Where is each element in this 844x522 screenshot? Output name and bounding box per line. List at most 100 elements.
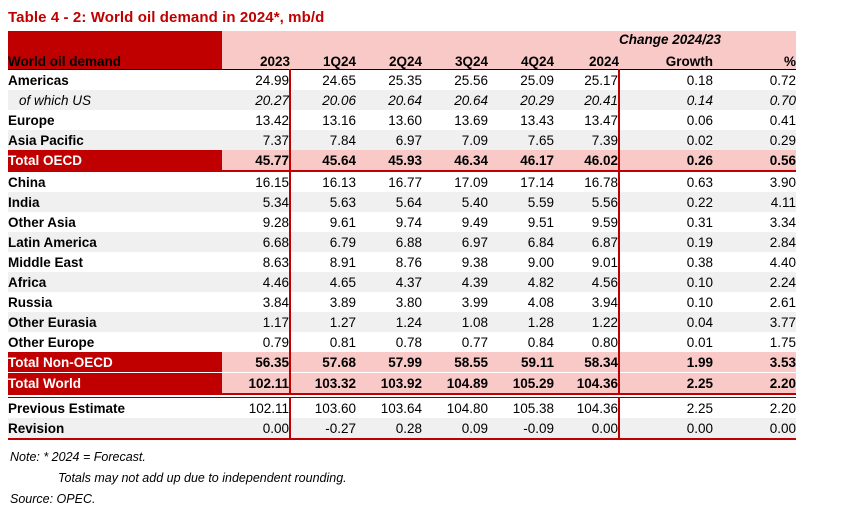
table-cell: 58.55 — [422, 352, 488, 373]
table-cell: 1.99 — [619, 352, 713, 373]
row-other-asia: Other Asia 9.28 9.61 9.74 9.49 9.51 9.59 0.31 3.… — [8, 212, 796, 232]
table-cell: 9.00 — [527, 254, 554, 270]
table-cell: 4.37 — [356, 272, 422, 292]
row-africa: Africa 4.46 4.65 4.37 4.39 4.82 4.56 0.10 2.24 — [8, 272, 796, 292]
table-cell: 5.59 — [488, 192, 554, 212]
row-label: Russia — [8, 294, 53, 310]
table-cell: 20.29 — [488, 90, 554, 110]
table-cell: 0.00 — [222, 418, 291, 440]
header-blank-area — [222, 31, 619, 47]
row-label: Latin America — [8, 232, 222, 252]
row-europe: Europe 13.42 13.16 13.60 13.69 13.43 13.47 0.06… — [8, 110, 796, 130]
table-cell: 5.56 — [554, 192, 620, 212]
table-cell: 9.38 — [461, 254, 488, 270]
table-cell: 1.22 — [554, 312, 620, 332]
table-cell: 102.11 — [222, 372, 291, 395]
row-label: India — [8, 192, 222, 212]
table-cell: 17.14 — [520, 174, 554, 190]
row-label: Europe — [8, 112, 55, 128]
table-cell: 9.01 — [554, 252, 620, 272]
table-cell: 105.29 — [488, 372, 554, 395]
column-header-4q24: 4Q24 — [488, 47, 554, 70]
table-cell: 46.02 — [554, 150, 620, 172]
table-cell: 0.26 — [619, 150, 713, 172]
table-cell: 13.69 — [454, 112, 488, 128]
table-notes: Note: * 2024 = Forecast. Totals may not … — [10, 447, 844, 510]
table-cell: 104.89 — [422, 372, 488, 395]
table-cell: 20.64 — [422, 90, 488, 110]
table-cell: 45.77 — [222, 150, 291, 172]
table-footer: Previous Estimate 102.11 103.60 103.64 104.8… — [8, 394, 796, 440]
row-americas: Americas 24.99 24.65 25.35 25.56 25.09 25.17 0.… — [8, 69, 796, 90]
table-cell: 9.28 — [222, 212, 291, 232]
row-label: Revision — [8, 418, 222, 440]
table-cell: 56.35 — [222, 352, 291, 373]
report-page: Table 4 - 2: World oil demand in 2024*, … — [0, 9, 844, 522]
note-rounding: Totals may not add up due to independent… — [58, 471, 347, 485]
table-cell: 9.51 — [527, 214, 554, 230]
table-cell: 25.17 — [554, 69, 620, 90]
table-cell: 9.74 — [395, 214, 422, 230]
table-cell: 20.41 — [554, 90, 620, 110]
table-cell: 0.56 — [713, 150, 796, 172]
table-cell: 2.25 — [619, 372, 713, 395]
row-other-eurasia: Other Eurasia 1.17 1.27 1.24 1.08 1.28 1.22 0.0… — [8, 312, 796, 332]
table-cell: 8.91 — [329, 254, 356, 270]
table-cell: 3.84 — [222, 292, 291, 312]
table-cell: 0.38 — [686, 254, 713, 270]
column-header-row: 2023 1Q24 2Q24 3Q24 4Q24 2024 Growth% — [8, 47, 796, 70]
table-cell: 16.15 — [222, 171, 291, 192]
table-cell: 9.61 — [329, 214, 356, 230]
table-cell: 0.10 — [686, 294, 713, 310]
row-india: India 5.34 5.63 5.64 5.40 5.59 5.56 0.22 4.11 — [8, 192, 796, 212]
table-cell: 0.00 — [713, 418, 796, 440]
row-previous-estimate: Previous Estimate 102.11 103.60 103.64 104.8… — [8, 397, 796, 418]
table-cell: 103.32 — [290, 372, 356, 395]
table-cell: 13.43 — [520, 112, 554, 128]
row-latin-america: Latin America 6.68 6.79 6.88 6.97 6.84 6.87 0.1… — [8, 232, 796, 252]
table-cell: -0.09 — [488, 418, 554, 440]
table-cell: 13.42 — [222, 110, 291, 130]
row-total-non-oecd: Total Non-OECD 56.35 57.68 57.99 58.55 59.11 5… — [8, 352, 796, 373]
table-cell: 6.88 — [356, 232, 422, 252]
table-cell: 0.18 — [686, 72, 713, 88]
table-cell: 4.82 — [488, 272, 554, 292]
table-cell: 0.00 — [554, 418, 620, 440]
table-cell: 0.19 — [619, 232, 713, 252]
table-cell: 4.65 — [290, 272, 356, 292]
table-cell: 0.22 — [619, 192, 713, 212]
table-cell: 3.90 — [769, 174, 796, 190]
table-cell: 16.77 — [388, 174, 422, 190]
table-cell: 0.78 — [395, 334, 422, 350]
table-cell: 0.01 — [686, 334, 713, 350]
table-cell: 20.06 — [290, 90, 356, 110]
table-cell: 1.24 — [356, 312, 422, 332]
table-cell: 5.63 — [290, 192, 356, 212]
table-cell: 3.77 — [713, 312, 796, 332]
table-cell: 6.97 — [422, 232, 488, 252]
table-cell: 1.75 — [769, 334, 796, 350]
table-cell: 104.36 — [554, 397, 620, 418]
table-cell: 4.46 — [222, 272, 291, 292]
row-other-europe: Other Europe 0.79 0.81 0.78 0.77 0.84 0.80 0.01… — [8, 332, 796, 352]
table-cell: 16.78 — [554, 171, 620, 192]
table-cell: 2.61 — [769, 294, 796, 310]
header-change: Change 2024/23 — [619, 31, 796, 47]
table-cell: 0.28 — [356, 418, 422, 440]
row-of-which-us: of which US 20.27 20.06 20.64 20.64 20.29 20.4… — [8, 90, 796, 110]
table-cell: 7.84 — [290, 130, 356, 150]
table-cell: 46.17 — [488, 150, 554, 172]
table-cell: -0.27 — [290, 418, 356, 440]
table-cell: 0.77 — [461, 334, 488, 350]
table-cell: 5.34 — [222, 192, 291, 212]
table-cell: 9.59 — [554, 212, 620, 232]
row-label: China — [8, 174, 46, 190]
table-cell: 4.56 — [554, 272, 620, 292]
row-total-oecd: Total OECD 45.77 45.64 45.93 46.34 46.17 46.02… — [8, 150, 796, 172]
table-cell: 2.20 — [769, 400, 796, 416]
table-cell: 13.16 — [322, 112, 356, 128]
table-cell: 13.47 — [554, 110, 620, 130]
header-label: World oil demand — [8, 31, 222, 70]
table-cell: 4.39 — [422, 272, 488, 292]
table-cell: 6.87 — [554, 232, 620, 252]
